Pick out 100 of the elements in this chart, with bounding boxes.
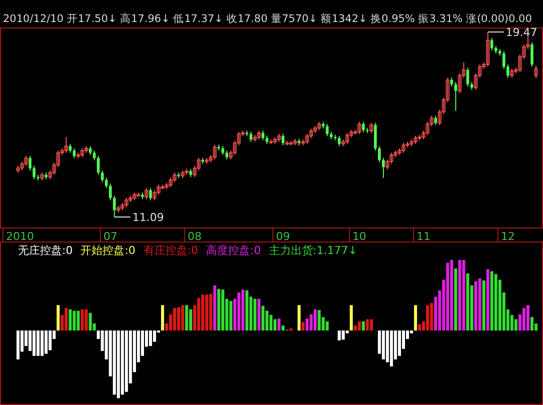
bar <box>124 330 128 392</box>
bar <box>44 330 48 354</box>
bar <box>306 318 309 330</box>
bar <box>217 288 220 330</box>
candlestick <box>345 132 350 144</box>
candlestick <box>382 157 385 178</box>
bar <box>185 305 188 330</box>
bar <box>149 330 152 346</box>
bar <box>253 298 256 330</box>
candlestick <box>32 166 36 180</box>
bar <box>398 330 401 356</box>
candlestick <box>64 136 68 154</box>
bar <box>245 290 248 330</box>
bar <box>382 330 385 360</box>
candlestick <box>358 121 362 135</box>
bar <box>221 290 224 330</box>
bar <box>48 330 52 350</box>
bar <box>64 308 68 330</box>
annotation: 19.47 <box>506 26 538 39</box>
candlestick <box>108 183 112 201</box>
bar <box>173 308 176 330</box>
candlestick <box>309 128 313 139</box>
bar <box>314 309 317 330</box>
candlestick <box>124 197 128 208</box>
bar <box>32 330 36 356</box>
candlestick <box>249 131 252 142</box>
bar <box>494 274 498 330</box>
bar <box>84 309 88 330</box>
bar <box>278 318 281 330</box>
bar <box>153 330 156 342</box>
bar <box>237 292 240 330</box>
candlestick <box>386 158 390 170</box>
candlestick <box>212 144 217 160</box>
bar <box>354 326 357 330</box>
bar <box>370 319 373 330</box>
candlestick <box>530 42 534 68</box>
bar <box>181 305 184 330</box>
candlestick <box>24 155 28 167</box>
candlestick <box>112 195 116 218</box>
candlestick <box>502 50 506 70</box>
bar <box>209 294 212 330</box>
x-tick-label: 11 <box>416 230 431 243</box>
bar <box>88 312 92 330</box>
bar <box>530 317 534 330</box>
bar <box>269 314 272 330</box>
bar <box>161 305 164 330</box>
bar <box>116 330 120 398</box>
bar <box>522 308 526 330</box>
bar <box>362 321 365 330</box>
bar <box>390 330 393 366</box>
candlestick <box>466 67 470 88</box>
bar <box>366 319 369 330</box>
candlestick <box>374 122 377 152</box>
x-tick-label: 2010 <box>6 230 34 243</box>
bar <box>36 330 40 356</box>
bar <box>201 294 204 330</box>
bar <box>386 330 389 362</box>
candlestick <box>144 188 148 200</box>
bar <box>466 273 470 330</box>
bar <box>257 298 260 330</box>
bar <box>40 330 44 356</box>
bar <box>446 262 450 330</box>
bar <box>326 321 329 330</box>
candlestick <box>370 122 374 134</box>
bar <box>205 294 208 330</box>
text: 主力出货:1.177↓ <box>268 244 358 257</box>
bar <box>350 305 353 330</box>
bar <box>177 307 180 330</box>
candlestick <box>402 142 406 154</box>
bar <box>454 268 458 330</box>
bar <box>56 305 60 330</box>
x-tick-label: 12 <box>500 230 515 243</box>
bar <box>430 303 434 330</box>
bar <box>426 305 430 330</box>
bar <box>526 305 530 330</box>
candlestick <box>486 32 490 68</box>
bar <box>482 280 486 330</box>
bar <box>261 306 264 330</box>
x-tick-label: 07 <box>103 230 118 243</box>
candlestick <box>534 64 538 79</box>
chart-subtitle: 2010/12/10 开17.50↓ 高17.96↓ 低17.37↓ 收17.80 量7570↓ 额1342↓ 换0.95% 振3.31% 涨(0.00)0.00 <box>3 12 532 25</box>
bar <box>414 305 418 330</box>
candlestick <box>338 135 341 147</box>
candlestick <box>100 170 104 183</box>
bar <box>298 305 301 330</box>
bar <box>213 285 216 330</box>
bar <box>76 310 80 330</box>
bar <box>474 281 478 330</box>
text: 开始控盘:0 <box>80 244 136 257</box>
bar <box>72 310 76 330</box>
bar <box>229 300 232 330</box>
bar <box>16 330 20 360</box>
bar <box>120 330 124 395</box>
bar <box>189 309 192 330</box>
bar <box>478 278 482 330</box>
text: 高度控盘:0 <box>206 244 261 257</box>
bar <box>462 260 466 330</box>
bar <box>282 326 285 330</box>
candlestick <box>262 130 264 141</box>
bar <box>112 330 116 395</box>
